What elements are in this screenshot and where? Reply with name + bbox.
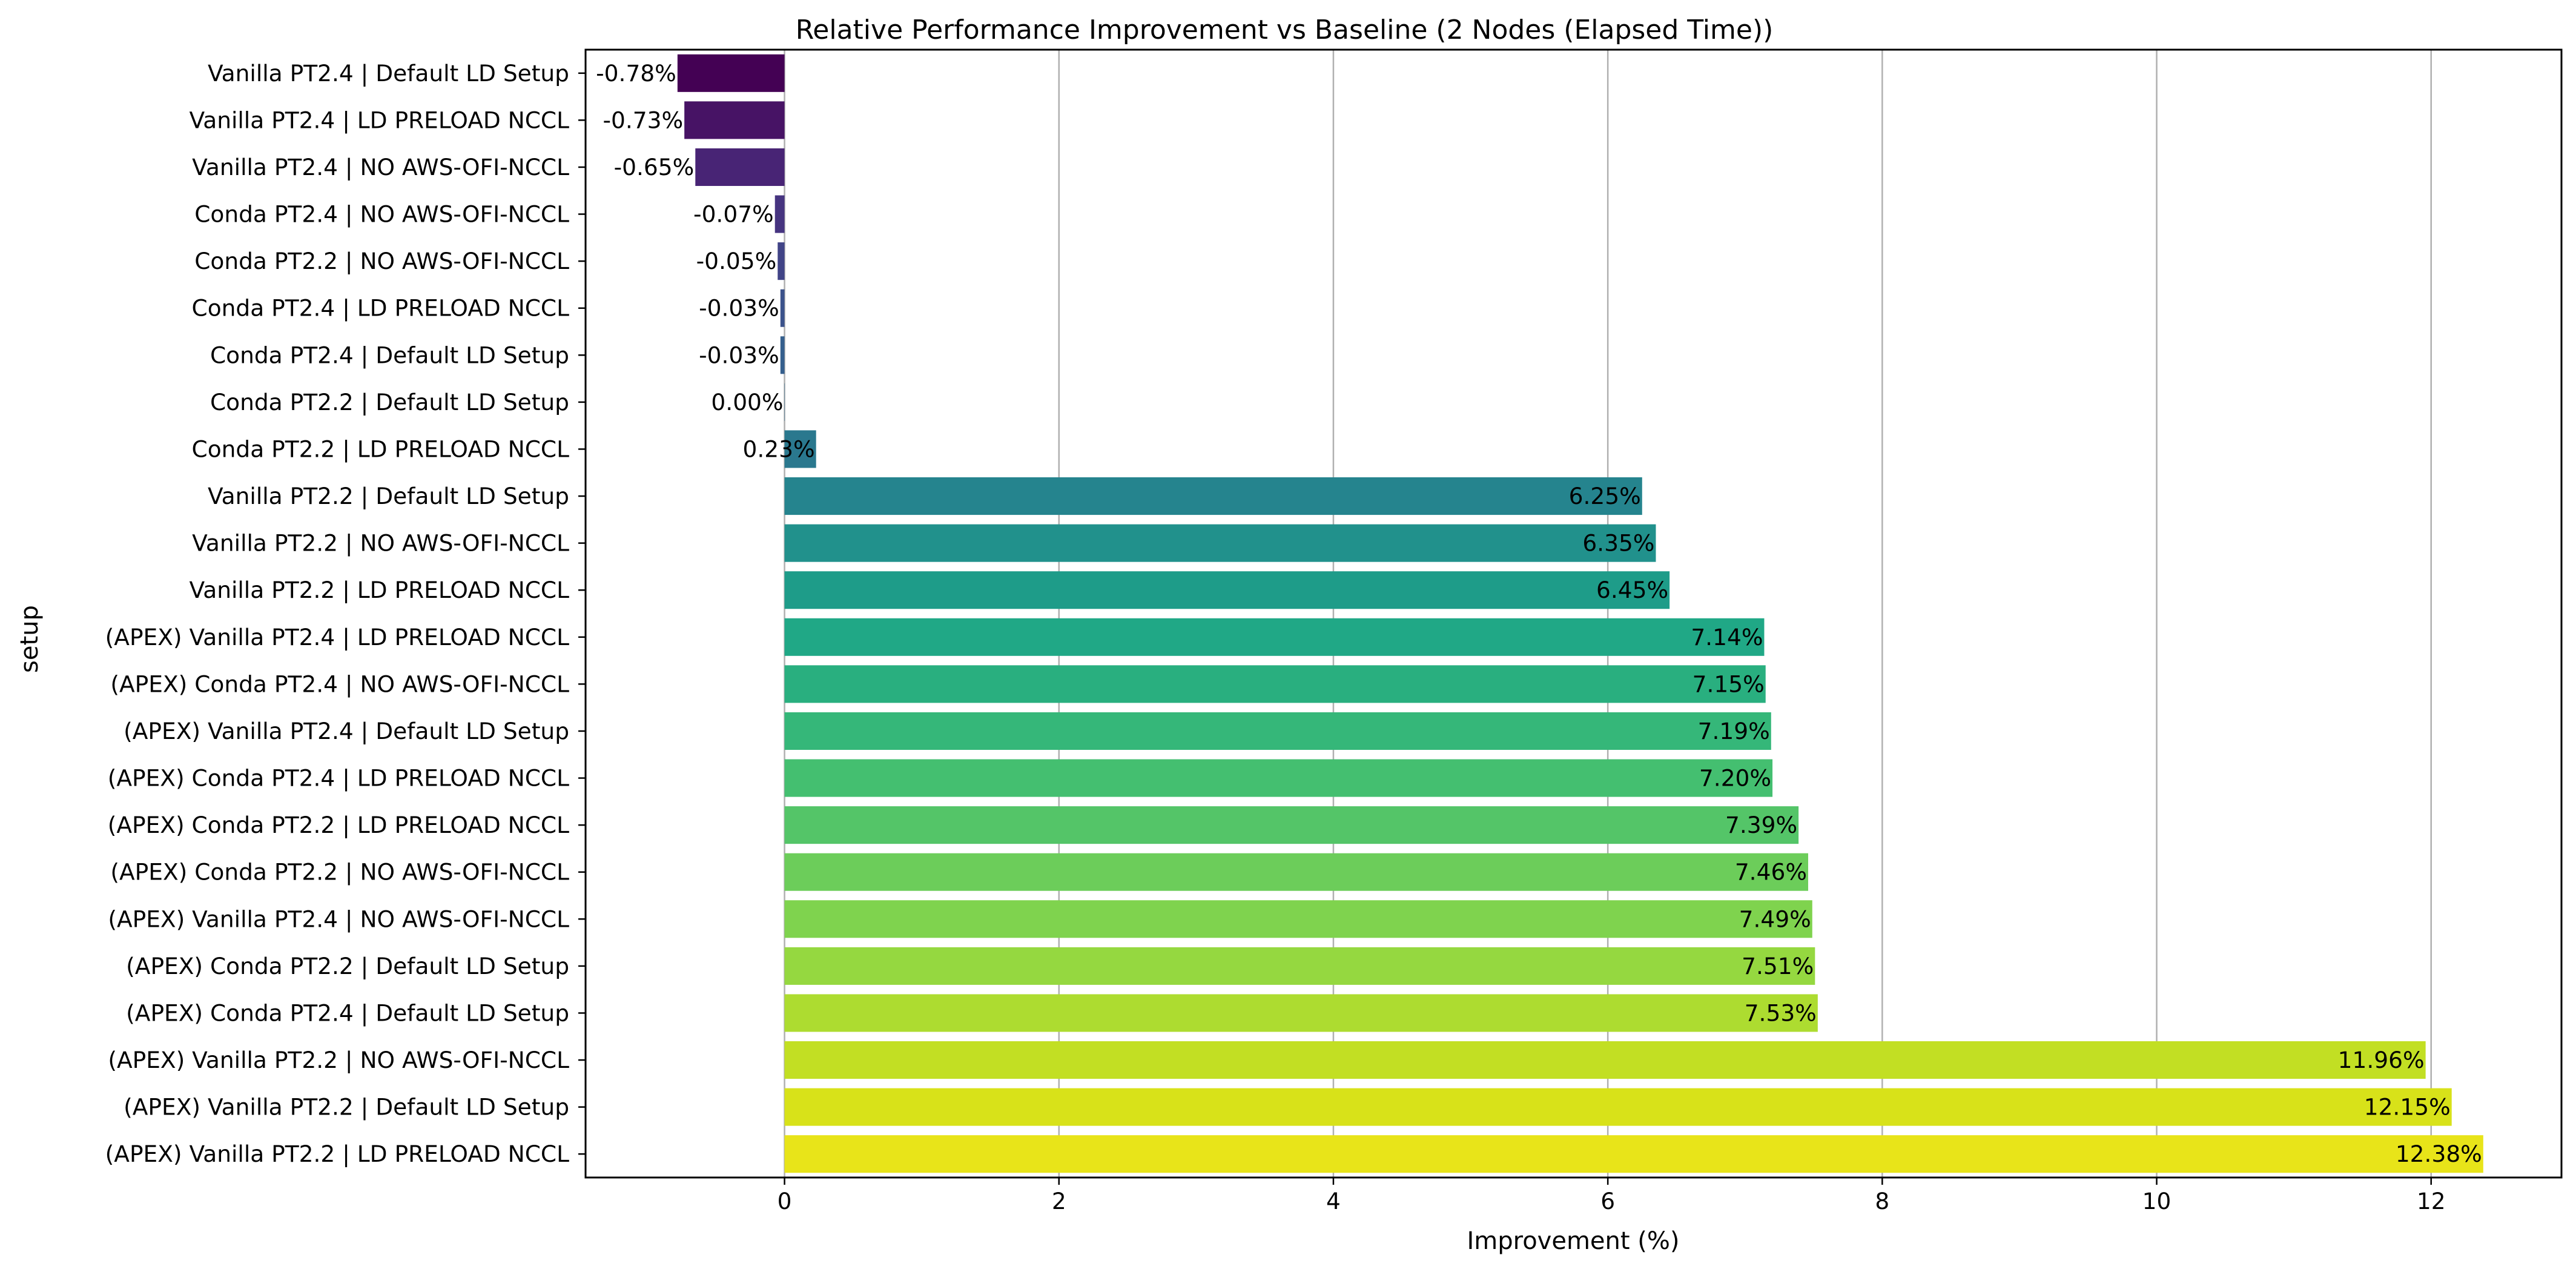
data-label: -0.07% [693, 201, 774, 228]
y-tick-label: Vanilla PT2.4 | Default LD Setup [208, 60, 569, 87]
x-tick-label: 4 [1326, 1188, 1341, 1214]
data-label: 7.46% [1735, 859, 1807, 886]
bar [784, 853, 1808, 891]
bars [677, 54, 2483, 1173]
bar [780, 336, 785, 374]
y-tick-label: Conda PT2.2 | Default LD Setup [210, 389, 569, 416]
data-label: -0.65% [614, 154, 695, 181]
bar [784, 430, 816, 468]
data-label: 0.00% [711, 389, 783, 416]
bar [784, 665, 1766, 703]
y-tick-label: (APEX) Vanilla PT2.2 | LD PRELOAD NCCL [105, 1141, 569, 1168]
x-tick-label: 8 [1875, 1188, 1889, 1214]
y-tick-label: (APEX) Vanilla PT2.4 | LD PRELOAD NCCL [105, 624, 569, 651]
data-label: 7.14% [1691, 624, 1763, 651]
bar [784, 900, 1812, 938]
bar [780, 289, 785, 327]
bar [784, 1041, 2426, 1079]
y-axis-ticks: Vanilla PT2.4 | Default LD Setup Vanilla … [105, 60, 586, 1168]
bar [784, 1135, 2483, 1173]
bar [784, 477, 1642, 515]
bar [784, 994, 1818, 1032]
y-tick-label: Vanilla PT2.4 | NO AWS-OFI-NCCL [192, 154, 569, 181]
y-tick-label: Conda PT2.4 | Default LD Setup [210, 342, 569, 369]
y-axis-label: setup [16, 605, 44, 673]
x-tick-label: 2 [1052, 1188, 1066, 1214]
x-tick-label: 0 [778, 1188, 792, 1214]
bar [778, 242, 785, 280]
y-tick-label: (APEX) Conda PT2.4 | Default LD Setup [126, 999, 569, 1027]
data-label: -0.03% [699, 295, 779, 322]
data-label: 6.35% [1582, 530, 1654, 557]
x-tick-label: 6 [1600, 1188, 1615, 1214]
x-axis-label: Improvement (%) [1467, 1227, 1679, 1255]
y-tick-label: (APEX) Conda PT2.4 | LD PRELOAD NCCL [108, 765, 569, 792]
bar [695, 148, 785, 186]
y-tick-label: (APEX) Conda PT2.2 | Default LD Setup [126, 953, 569, 980]
bar [784, 571, 1670, 609]
data-label: -0.73% [603, 107, 683, 133]
bar [677, 54, 785, 92]
bar [784, 524, 1656, 562]
data-label: 7.49% [1739, 906, 1811, 932]
data-label: 7.39% [1725, 812, 1797, 838]
bar [784, 712, 1771, 750]
y-tick-label: (APEX) Conda PT2.4 | NO AWS-OFI-NCCL [110, 671, 569, 698]
data-label: 0.23% [743, 436, 815, 462]
y-tick-label: Vanilla PT2.2 | NO AWS-OFI-NCCL [192, 530, 569, 557]
data-label: 7.20% [1699, 765, 1771, 792]
data-label: 6.25% [1569, 483, 1641, 509]
data-label: -0.03% [699, 342, 779, 368]
data-labels: -0.78% -0.73% -0.65% -0.07% -0.05% -0.03% -0.0… [596, 60, 2482, 1167]
bar [784, 806, 1799, 844]
data-label: 6.45% [1596, 577, 1668, 603]
bar [784, 618, 1765, 656]
bar [784, 947, 1815, 985]
data-label: 7.53% [1745, 999, 1817, 1026]
bar [784, 1088, 2452, 1126]
y-tick-label: Vanilla PT2.2 | Default LD Setup [208, 483, 569, 510]
y-tick-label: (APEX) Conda PT2.2 | LD PRELOAD NCCL [108, 812, 569, 839]
data-label: -0.78% [596, 60, 676, 87]
data-label: 7.19% [1698, 718, 1770, 744]
data-label: 12.38% [2396, 1141, 2482, 1167]
bar [784, 759, 1773, 797]
y-tick-label: (APEX) Conda PT2.2 | NO AWS-OFI-NCCL [110, 859, 569, 886]
gridlines [784, 50, 2432, 1178]
y-tick-label: Vanilla PT2.4 | LD PRELOAD NCCL [189, 107, 569, 134]
data-label: 7.15% [1693, 671, 1765, 697]
y-tick-label: Vanilla PT2.2 | LD PRELOAD NCCL [189, 577, 569, 604]
x-tick-label: 10 [2142, 1188, 2171, 1214]
data-label: 11.96% [2338, 1047, 2425, 1073]
y-tick-label: Conda PT2.4 | LD PRELOAD NCCL [192, 295, 570, 322]
y-tick-label: (APEX) Vanilla PT2.4 | NO AWS-OFI-NCCL [108, 906, 569, 933]
y-tick-label: (APEX) Vanilla PT2.4 | Default LD Setup [124, 718, 569, 745]
data-label: 12.15% [2364, 1094, 2451, 1121]
y-tick-label: Conda PT2.2 | NO AWS-OFI-NCCL [194, 248, 569, 275]
x-tick-label: 12 [2417, 1188, 2446, 1214]
y-tick-label: Conda PT2.4 | NO AWS-OFI-NCCL [194, 201, 569, 228]
y-tick-label: Conda PT2.2 | LD PRELOAD NCCL [192, 436, 570, 463]
y-tick-label: (APEX) Vanilla PT2.2 | Default LD Setup [124, 1094, 569, 1121]
chart-title: Relative Performance Improvement vs Base… [796, 15, 1774, 45]
data-label: 7.51% [1742, 953, 1814, 979]
y-tick-label: (APEX) Vanilla PT2.2 | NO AWS-OFI-NCCL [108, 1047, 569, 1074]
x-axis-ticks: 0 2 4 6 8 10 12 [778, 1178, 2446, 1214]
plot-frame [584, 48, 2563, 1179]
bar [684, 101, 785, 139]
bar [774, 195, 785, 233]
data-label: -0.05% [696, 248, 777, 274]
